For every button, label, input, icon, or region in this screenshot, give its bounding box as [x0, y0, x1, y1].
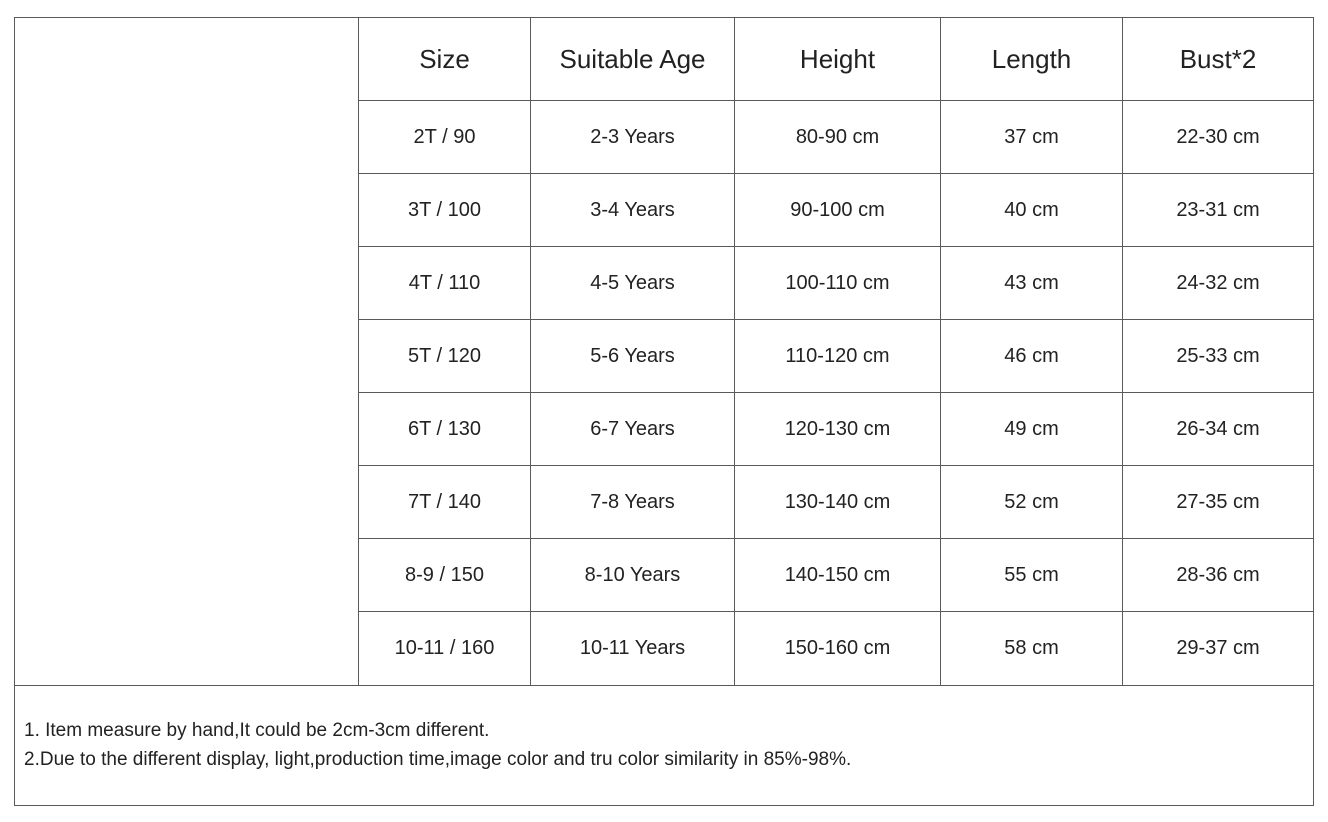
table-cell: 110-120 cm [734, 319, 941, 393]
table-cell: 90-100 cm [734, 173, 941, 247]
table-cell: 80-90 cm [734, 100, 941, 174]
table-cell: 43 cm [940, 246, 1123, 320]
table-cell: 24-32 cm [1122, 246, 1314, 320]
table-cell: 6-7 Years [530, 392, 735, 466]
table-cell: 23-31 cm [1122, 173, 1314, 247]
table-cell: 8-9 / 150 [358, 538, 531, 612]
header-cell: Bust*2 [1122, 17, 1314, 101]
table-cell: 49 cm [940, 392, 1123, 466]
table-cell: 27-35 cm [1122, 465, 1314, 539]
note-line: 2.Due to the different display, light,pr… [24, 749, 852, 770]
note-line: 1. Item measure by hand,It could be 2cm-… [24, 720, 490, 741]
table-cell: 120-130 cm [734, 392, 941, 466]
table-cell: 55 cm [940, 538, 1123, 612]
header-cell: Size [358, 17, 531, 101]
table-cell: 58 cm [940, 611, 1123, 686]
table-cell: 130-140 cm [734, 465, 941, 539]
table-cell: 2T / 90 [358, 100, 531, 174]
table-cell: 25-33 cm [1122, 319, 1314, 393]
header-cell: Height [734, 17, 941, 101]
table-cell: 150-160 cm [734, 611, 941, 686]
table-cell: 5T / 120 [358, 319, 531, 393]
table-cell: 40 cm [940, 173, 1123, 247]
table-cell: 10-11 / 160 [358, 611, 531, 686]
notes-box [14, 685, 1314, 806]
table-cell: 2-3 Years [530, 100, 735, 174]
table-cell: 3T / 100 [358, 173, 531, 247]
table-cell: 10-11 Years [530, 611, 735, 686]
table-cell: 7-8 Years [530, 465, 735, 539]
table-cell: 4T / 110 [358, 246, 531, 320]
table-cell: 52 cm [940, 465, 1123, 539]
table-cell: 140-150 cm [734, 538, 941, 612]
table-cell: 37 cm [940, 100, 1123, 174]
table-cell: 46 cm [940, 319, 1123, 393]
header-cell: Length [940, 17, 1123, 101]
table-cell: 22-30 cm [1122, 100, 1314, 174]
table-cell: 7T / 140 [358, 465, 531, 539]
table-cell: 5-6 Years [530, 319, 735, 393]
table-cell: 26-34 cm [1122, 392, 1314, 466]
table-cell: 3-4 Years [530, 173, 735, 247]
table-cell: 100-110 cm [734, 246, 941, 320]
table-cell: 6T / 130 [358, 392, 531, 466]
header-cell: Suitable Age [530, 17, 735, 101]
table-cell: 8-10 Years [530, 538, 735, 612]
table-cell: 28-36 cm [1122, 538, 1314, 612]
table-cell: 4-5 Years [530, 246, 735, 320]
table-cell: 29-37 cm [1122, 611, 1314, 686]
